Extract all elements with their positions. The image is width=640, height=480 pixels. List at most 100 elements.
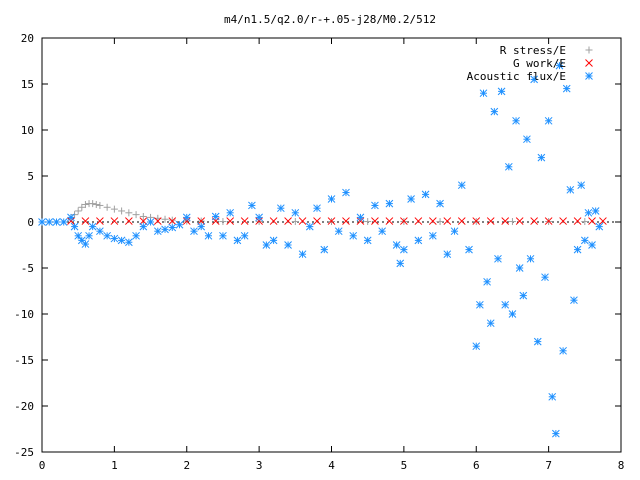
data-point <box>139 212 147 220</box>
data-point <box>262 241 271 249</box>
legend-marker <box>585 72 593 80</box>
data-point <box>219 231 227 240</box>
data-point <box>96 217 104 225</box>
x-axis: 0 1 2 3 4 5 6 7 8 <box>39 38 624 472</box>
data-point <box>533 337 542 346</box>
data-point <box>74 231 83 240</box>
data-point <box>298 250 307 259</box>
data-point <box>515 264 524 272</box>
series-layer <box>38 61 607 438</box>
data-point <box>414 217 423 225</box>
data-point <box>182 213 191 222</box>
data-point <box>255 213 263 222</box>
data-point <box>501 217 510 225</box>
data-point <box>45 218 54 226</box>
data-point <box>320 245 329 254</box>
data-point <box>573 245 582 254</box>
data-point <box>472 342 481 351</box>
data-point <box>269 217 278 225</box>
data-point <box>132 231 140 240</box>
data-point <box>81 217 90 225</box>
data-point <box>483 277 491 286</box>
data-point <box>78 203 86 211</box>
data-point <box>175 220 184 229</box>
y-tick-label: -15 <box>14 354 34 367</box>
data-point <box>479 89 488 98</box>
data-point <box>190 227 198 236</box>
legend-marker <box>585 46 593 54</box>
data-point <box>197 222 206 231</box>
data-point <box>530 75 539 84</box>
data-point <box>544 116 553 125</box>
data-point <box>548 392 557 401</box>
data-point <box>255 217 263 225</box>
data-point <box>161 215 169 223</box>
data-point <box>552 429 560 438</box>
data-point <box>110 234 119 243</box>
data-point <box>508 218 516 226</box>
x-tick-label: 7 <box>545 459 552 472</box>
data-point <box>428 217 437 225</box>
data-point <box>334 227 343 236</box>
data-point <box>400 245 408 254</box>
data-point <box>504 162 513 171</box>
data-point <box>573 217 582 225</box>
data-point <box>599 217 607 225</box>
y-tick-label: 0 <box>27 216 34 229</box>
data-point <box>544 217 553 225</box>
data-point <box>428 231 437 240</box>
data-point <box>118 207 126 215</box>
data-point <box>497 87 506 96</box>
y-tick-label: -5 <box>21 262 34 275</box>
data-point <box>457 217 466 225</box>
data-point <box>103 203 111 211</box>
data-point <box>305 222 314 231</box>
x-tick-label: 6 <box>473 459 480 472</box>
data-point <box>595 222 604 231</box>
x-tick-label: 1 <box>111 459 118 472</box>
data-point <box>182 217 191 225</box>
data-point <box>71 211 79 219</box>
y-tick-label: -10 <box>14 308 34 321</box>
data-point <box>580 236 589 245</box>
data-point <box>88 222 97 231</box>
data-point <box>132 211 140 219</box>
data-point <box>378 227 387 236</box>
data-point <box>570 296 578 305</box>
data-point <box>67 213 75 222</box>
y-tick-label: -20 <box>14 400 34 413</box>
y-tick-label: -25 <box>14 446 34 459</box>
data-point <box>512 116 520 125</box>
data-point <box>298 217 307 225</box>
data-point <box>349 231 358 240</box>
data-point <box>240 231 249 240</box>
data-point <box>168 217 177 225</box>
y-tick-label: 5 <box>27 170 34 183</box>
data-point <box>555 61 564 70</box>
data-point <box>407 195 415 203</box>
y-tick-label: 15 <box>21 78 34 91</box>
data-point <box>356 217 365 225</box>
data-point <box>139 222 148 231</box>
data-point <box>581 218 589 226</box>
data-point <box>436 218 444 226</box>
data-point <box>559 217 567 225</box>
legend-label: R stress/E <box>500 44 566 57</box>
data-point <box>436 199 444 208</box>
y-tick-label: 10 <box>21 124 34 137</box>
data-point <box>153 217 162 225</box>
data-point <box>530 217 539 225</box>
data-point <box>472 217 481 225</box>
chart-title: m4/n1.5/q2.0/r-+.05-j28/M0.2/512 <box>224 13 436 26</box>
data-point <box>371 217 379 225</box>
x-tick-label: 4 <box>328 459 335 472</box>
y-tick-label: 20 <box>21 32 34 45</box>
data-point <box>168 216 176 224</box>
data-point <box>67 217 75 225</box>
data-point <box>226 217 235 225</box>
data-point <box>276 204 285 213</box>
data-point <box>494 254 502 263</box>
data-point <box>284 241 292 249</box>
data-point <box>465 245 473 254</box>
